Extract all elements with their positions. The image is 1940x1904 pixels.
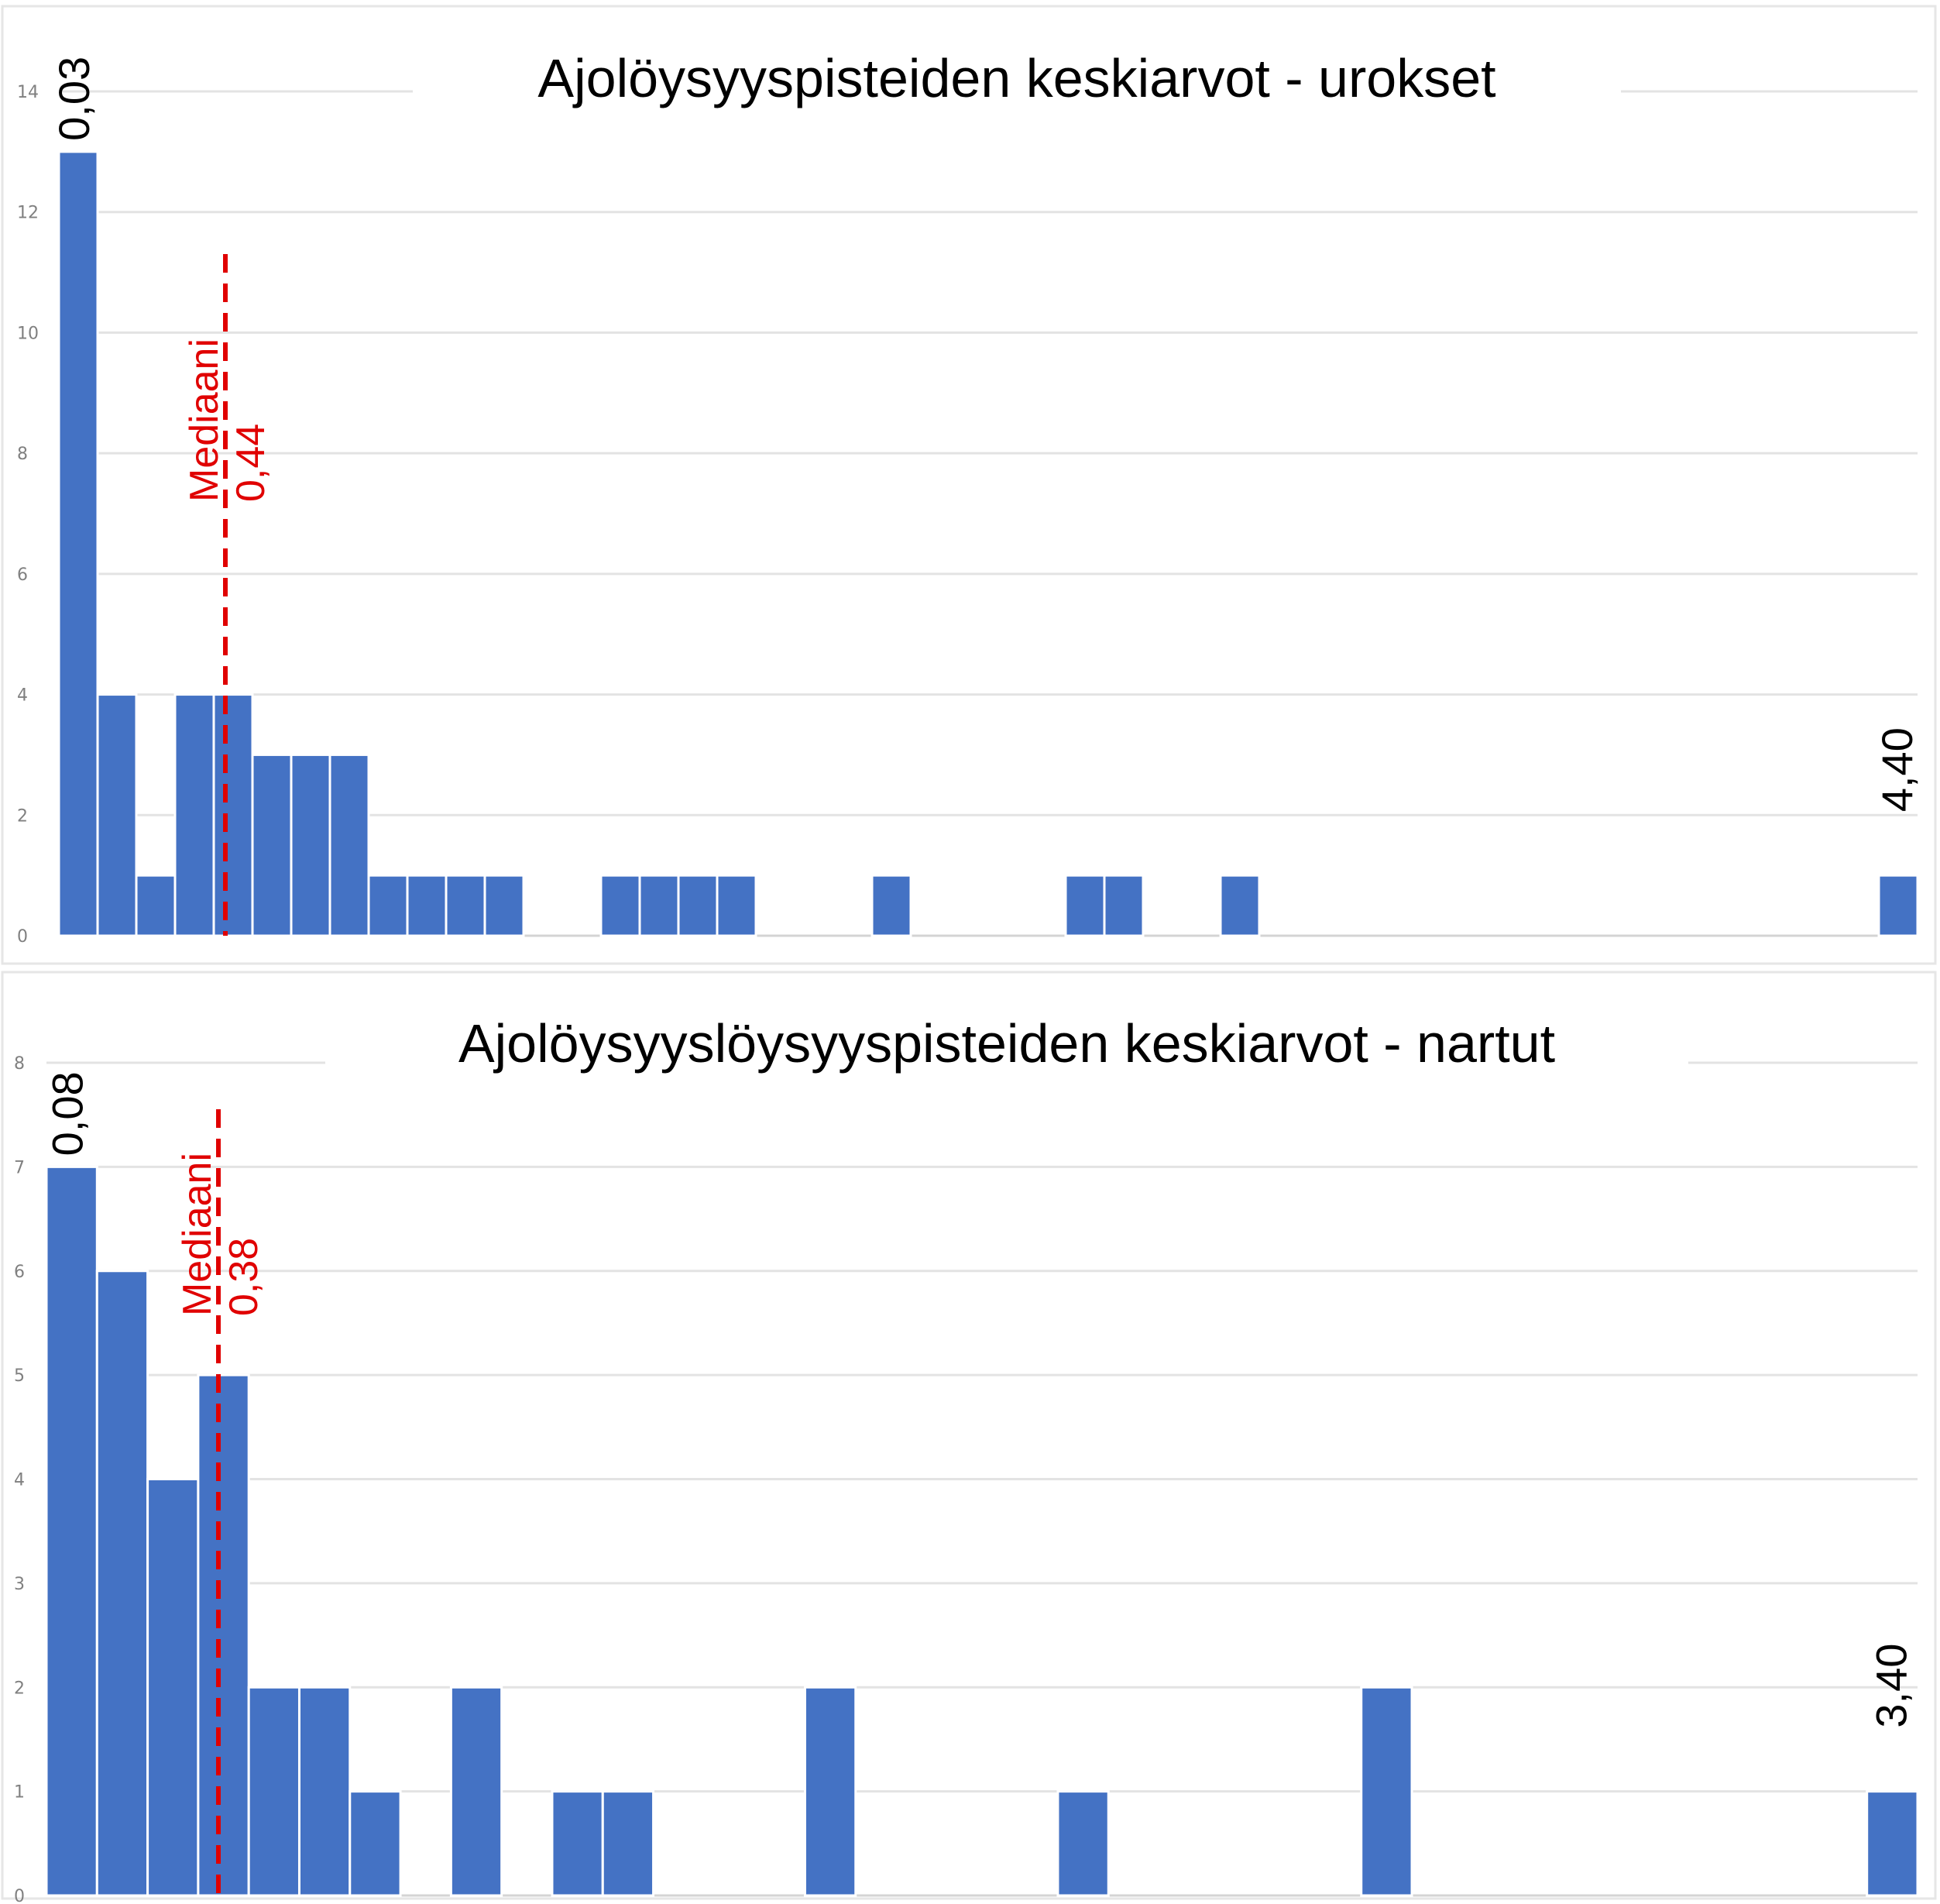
chart-title: Ajolöysyyspisteiden keskiarvot - urokset <box>537 48 1495 108</box>
histogram-bar <box>95 1270 149 1897</box>
histogram-bar <box>328 753 370 937</box>
histogram-bar <box>1056 1790 1110 1897</box>
histogram-urokset: 0 2 4 6 8 10 12 14 Ajolöysyyspisteiden keskiarvo… <box>1 5 1937 965</box>
histogram-bar <box>197 1373 250 1897</box>
histogram-bar <box>367 874 409 937</box>
histogram-nartut: 0 1 2 3 4 5 6 7 8 Ajolöysyyslöysyyspisteiden kesk… <box>1 971 1937 1904</box>
y-tick-label: 4 <box>14 1471 25 1490</box>
max-value-label: 3,40 <box>1866 1644 1915 1728</box>
chart-title: Ajolöysyyslöysyyspisteiden keskiarvot - … <box>458 1013 1555 1074</box>
histogram-bar <box>870 874 912 937</box>
histogram-bar <box>1866 1790 1919 1897</box>
y-tick-label: 0 <box>14 1887 25 1904</box>
chart-frame <box>1 5 1937 965</box>
histogram-bar <box>406 874 448 937</box>
max-value-label: 4,40 <box>1873 727 1921 812</box>
histogram-bar <box>1219 874 1261 937</box>
histogram-bar <box>135 874 177 937</box>
y-tick-label: 2 <box>14 1679 25 1698</box>
y-tick-label: 6 <box>17 565 28 585</box>
title-backdrop <box>325 1008 1688 1077</box>
histogram-bar <box>803 1686 857 1897</box>
y-tick-label: 1 <box>14 1783 25 1803</box>
y-tick-label: 14 <box>17 83 39 102</box>
y-tick-label: 5 <box>14 1366 25 1386</box>
histogram-bar <box>96 693 138 937</box>
histogram-bar <box>1877 874 1919 937</box>
y-tick-label: 8 <box>17 445 28 464</box>
histogram-bar <box>297 1686 352 1897</box>
histogram-bar <box>716 874 757 937</box>
histogram-bar <box>601 1790 655 1897</box>
median-value-label: 0,38 <box>221 1238 266 1316</box>
y-tick-label: 2 <box>17 806 28 826</box>
y-tick-label: 7 <box>14 1158 25 1177</box>
chart-urokset: 0 2 4 6 8 10 12 14 Ajolöysyyspisteiden keskiarvo… <box>1 5 1937 965</box>
title-backdrop <box>413 43 1621 112</box>
histogram-bar <box>349 1790 402 1897</box>
chart-nartut: 0 1 2 3 4 5 6 7 8 Ajolöysyyslöysyyspisteiden kesk… <box>0 966 1940 1904</box>
histogram-bar <box>173 693 215 937</box>
min-value-label: 0,03 <box>50 57 98 141</box>
y-tick-label: 0 <box>17 927 28 947</box>
histogram-bar <box>146 1478 200 1897</box>
y-tick-label: 3 <box>14 1575 25 1594</box>
histogram-bar <box>1064 874 1106 937</box>
histogram-bar <box>677 874 719 937</box>
histogram-bar <box>247 1686 300 1897</box>
histogram-bar <box>45 1165 98 1897</box>
histogram-bar <box>599 874 641 937</box>
histogram-bar <box>1103 874 1145 937</box>
histogram-bar <box>483 874 525 937</box>
histogram-bar <box>57 150 99 937</box>
median-value-label: 0,44 <box>228 424 273 502</box>
median-label: Mediaani <box>182 339 227 502</box>
histogram-bar <box>212 693 254 937</box>
min-value-label: 0,08 <box>43 1071 92 1156</box>
y-tick-label: 6 <box>14 1263 25 1282</box>
y-tick-label: 8 <box>14 1054 25 1074</box>
y-tick-label: 10 <box>17 324 39 343</box>
histogram-bar <box>445 874 486 937</box>
histogram-bar <box>551 1790 604 1897</box>
y-tick-label: 12 <box>17 204 39 223</box>
y-tick-label: 4 <box>17 686 28 706</box>
histogram-bar <box>638 874 680 937</box>
histogram-bar <box>1360 1686 1413 1897</box>
histogram-bar <box>290 753 331 937</box>
histogram-bar <box>251 753 293 937</box>
chart-frame <box>1 971 1937 1900</box>
median-label: Mediaani <box>175 1153 220 1316</box>
histogram-bar <box>449 1686 503 1897</box>
